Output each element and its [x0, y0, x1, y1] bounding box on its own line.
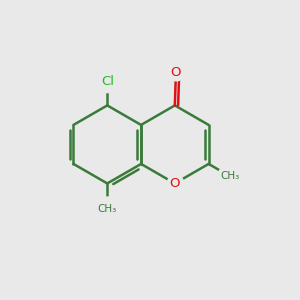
Text: CH₃: CH₃ — [220, 171, 239, 181]
Text: O: O — [169, 177, 180, 190]
Text: Cl: Cl — [101, 75, 114, 88]
Text: O: O — [171, 66, 181, 79]
Text: CH₃: CH₃ — [98, 204, 117, 214]
